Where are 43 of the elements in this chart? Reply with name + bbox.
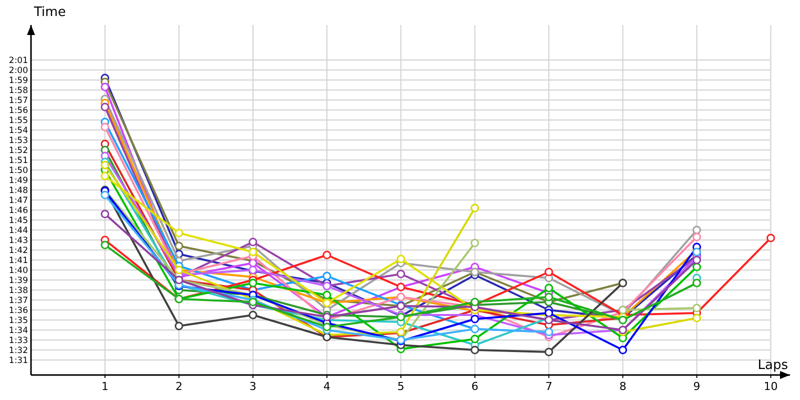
y-tick-label: 1:34 — [8, 326, 28, 336]
y-tick-label: 1:48 — [8, 186, 28, 196]
y-tick-label: 1:59 — [8, 76, 28, 86]
y-tick-label: 1:31 — [8, 356, 28, 366]
x-tick-label: 4 — [323, 380, 330, 393]
y-tick-label: 1:49 — [8, 176, 28, 186]
y-axis-title: Time — [33, 5, 66, 20]
y-tick-label: 1:32 — [8, 346, 28, 356]
y-tick-label: 1:36 — [8, 306, 28, 316]
x-tick-label: 10 — [764, 380, 778, 393]
y-tick-label: 1:56 — [8, 106, 28, 116]
y-tick-label: 1:52 — [8, 146, 28, 156]
x-tick-label: 6 — [471, 380, 478, 393]
x-tick-label: 7 — [545, 380, 552, 393]
y-tick-label: 1:43 — [8, 236, 28, 246]
y-tick-label: 2:00 — [8, 66, 28, 76]
y-tick-label: 1:58 — [8, 86, 28, 96]
y-tick-label: 1:57 — [8, 96, 28, 106]
y-tick-label: 1:35 — [8, 316, 28, 326]
y-tick-label: 1:45 — [8, 216, 28, 226]
y-tick-label: 1:47 — [8, 196, 28, 206]
x-tick-label: 8 — [619, 380, 626, 393]
y-tick-label: 1:40 — [8, 266, 28, 276]
y-tick-label: 1:55 — [8, 116, 28, 126]
y-tick-label: 1:53 — [8, 136, 28, 146]
y-tick-label: 1:39 — [8, 276, 28, 286]
y-tick-label: 1:38 — [8, 286, 28, 296]
x-tick-label: 2 — [175, 380, 182, 393]
x-axis-title: Laps — [758, 358, 788, 373]
y-tick-label: 1:41 — [8, 256, 28, 266]
y-tick-label: 1:42 — [8, 246, 28, 256]
y-tick-label: 1:33 — [8, 336, 28, 346]
y-tick-label: 1:51 — [8, 156, 28, 166]
y-tick-label: 1:54 — [8, 126, 28, 136]
y-tick-label: 2:01 — [8, 56, 28, 66]
x-tick-label: 9 — [693, 380, 700, 393]
x-tick-label: 5 — [397, 380, 404, 393]
y-tick-label: 1:50 — [8, 166, 28, 176]
y-tick-label: 1:37 — [8, 296, 28, 306]
y-tick-label: 1:44 — [8, 226, 28, 236]
x-tick-label: 1 — [101, 380, 108, 393]
x-tick-label: 3 — [249, 380, 256, 393]
y-tick-label: 1:46 — [8, 206, 28, 216]
